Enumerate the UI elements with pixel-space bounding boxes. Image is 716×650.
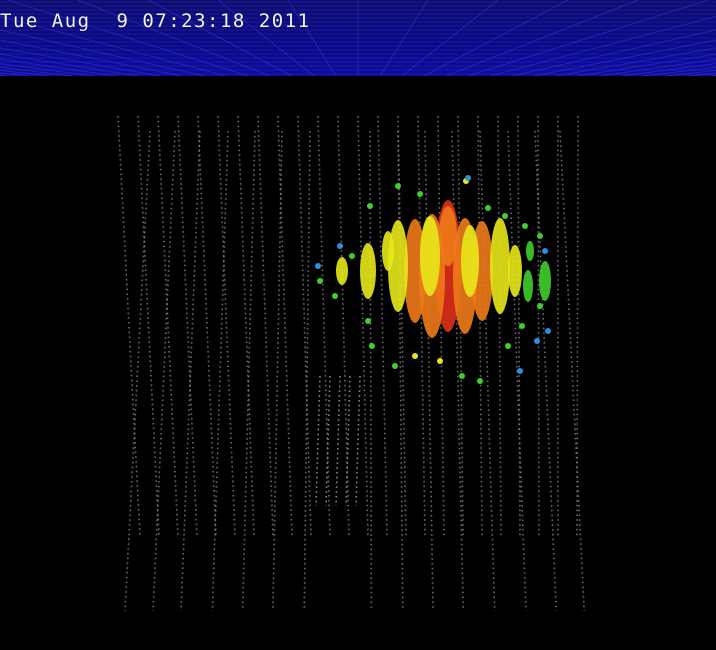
hit-dot xyxy=(337,243,343,249)
detector-string xyxy=(152,130,176,612)
detector-string xyxy=(137,115,160,537)
event-timestamp: Tue Aug 9 07:23:18 2011 xyxy=(0,10,311,32)
hit-blob xyxy=(420,216,440,296)
detector-string xyxy=(377,115,388,537)
hit-blob xyxy=(539,261,551,301)
detector-string xyxy=(397,130,404,612)
detector-string xyxy=(211,130,229,612)
detector-string xyxy=(417,115,426,537)
hit-dot xyxy=(519,323,525,329)
detector-string xyxy=(317,115,331,537)
detector-string xyxy=(497,115,502,537)
detector-string xyxy=(355,375,361,507)
hit-dot xyxy=(367,203,373,209)
detector-string xyxy=(197,115,217,537)
hit-dot xyxy=(349,253,355,259)
detector-string xyxy=(479,130,496,612)
detector-string xyxy=(424,130,434,612)
hit-blob xyxy=(439,206,457,266)
hit-dot xyxy=(392,363,398,369)
detector-string xyxy=(180,130,201,612)
hit-blob xyxy=(360,243,376,299)
detector-string xyxy=(534,130,558,612)
detector-string xyxy=(451,130,465,612)
hit-dot xyxy=(545,328,551,334)
hit-blob xyxy=(523,270,533,302)
hit-dot xyxy=(534,338,540,344)
header-grid-pattern xyxy=(0,0,716,76)
detector-string xyxy=(272,130,283,612)
detector-string xyxy=(559,130,586,612)
hit-blob xyxy=(490,218,510,314)
detector-string xyxy=(576,115,579,537)
hit-blob xyxy=(382,231,394,271)
hit-dot xyxy=(332,293,338,299)
detector-string xyxy=(277,115,293,537)
detector-string xyxy=(157,115,179,537)
hit-blob xyxy=(461,225,479,297)
detector-string xyxy=(315,375,321,507)
event-hits xyxy=(315,175,551,384)
hit-blob xyxy=(508,245,522,297)
hit-dot xyxy=(315,263,321,269)
detector-string xyxy=(257,115,274,537)
hit-dot xyxy=(502,213,508,219)
hit-blob xyxy=(526,241,534,261)
hit-dot xyxy=(505,343,511,349)
hit-dot xyxy=(542,248,548,254)
detector-string xyxy=(335,375,341,507)
hit-dot xyxy=(412,353,418,359)
hit-dot xyxy=(369,343,375,349)
hit-dot xyxy=(317,278,323,284)
detector-string xyxy=(357,115,369,537)
detector-string xyxy=(303,130,311,612)
hit-dot xyxy=(395,183,401,189)
event-display-canvas xyxy=(117,115,586,612)
detector-string xyxy=(124,130,151,612)
detector-string xyxy=(177,115,198,537)
hit-dot xyxy=(417,191,423,197)
hit-dot xyxy=(437,358,443,364)
hit-dot xyxy=(537,303,543,309)
detector-strings xyxy=(117,115,586,612)
hit-dot xyxy=(485,205,491,211)
detector-string xyxy=(369,130,373,612)
hit-dot xyxy=(459,373,465,379)
hit-dot xyxy=(537,233,543,239)
hit-dot xyxy=(365,318,371,324)
hit-dot xyxy=(517,368,523,374)
detector-string xyxy=(117,115,141,537)
hit-dot xyxy=(477,378,483,384)
header-bar: Tue Aug 9 07:23:18 2011 xyxy=(0,0,716,76)
hit-dot xyxy=(522,223,528,229)
detector-string xyxy=(537,115,540,537)
hit-blob xyxy=(336,257,348,285)
detector-string xyxy=(241,130,256,612)
hit-dot xyxy=(465,175,471,181)
